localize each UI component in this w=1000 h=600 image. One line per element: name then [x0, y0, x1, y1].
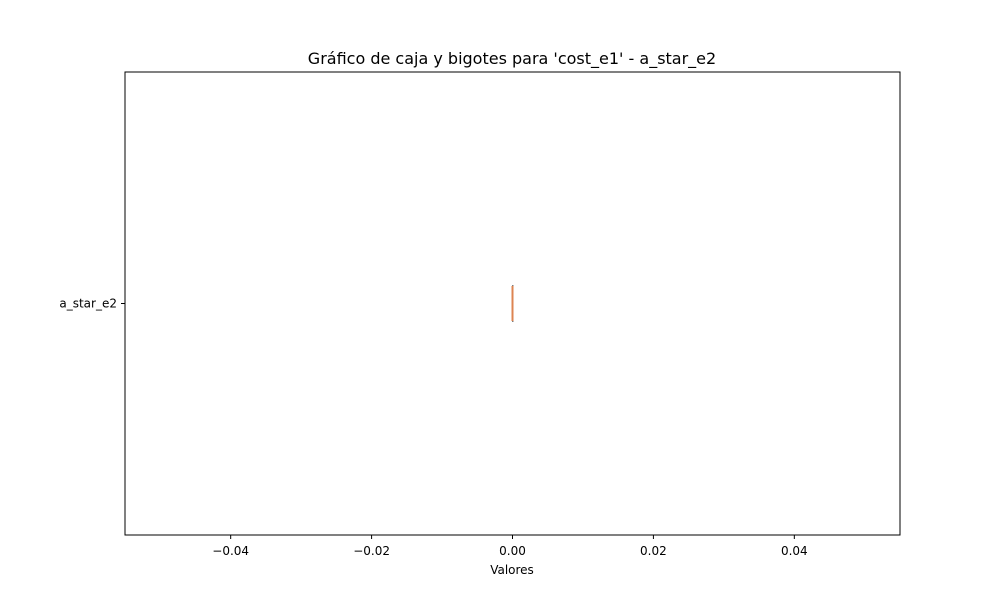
x-axis-label: Valores [490, 563, 534, 577]
x-tick-label: 0.00 [499, 544, 526, 558]
y-tick-label: a_star_e2 [59, 297, 117, 311]
x-tick-label: −0.04 [212, 544, 249, 558]
box-series [511, 285, 514, 322]
x-axis: −0.04 −0.02 0.00 0.02 0.04 [212, 535, 808, 558]
x-tick-label: 0.04 [781, 544, 808, 558]
x-tick-label: −0.02 [353, 544, 390, 558]
y-axis: a_star_e2 [59, 297, 125, 311]
x-tick-label: 0.02 [640, 544, 667, 558]
chart-title: Gráfico de caja y bigotes para 'cost_e1'… [308, 49, 716, 69]
